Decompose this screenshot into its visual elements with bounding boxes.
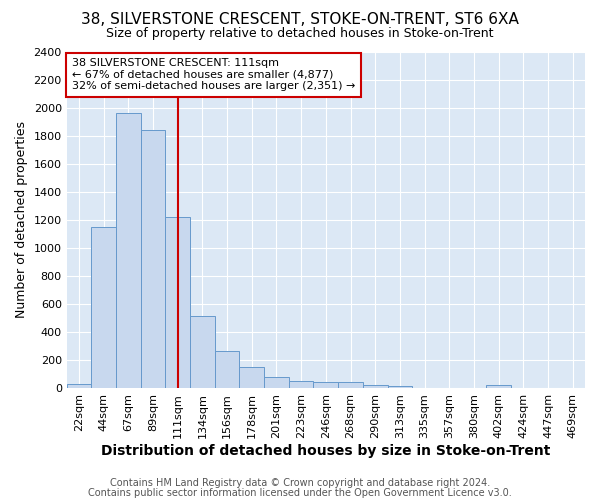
Bar	[363, 386, 388, 388]
Bar	[239, 367, 264, 388]
Bar	[264, 376, 289, 388]
Text: 38 SILVERSTONE CRESCENT: 111sqm
← 67% of detached houses are smaller (4,877)
32%: 38 SILVERSTONE CRESCENT: 111sqm ← 67% of…	[72, 58, 355, 92]
Text: Contains public sector information licensed under the Open Government Licence v3: Contains public sector information licen…	[88, 488, 512, 498]
X-axis label: Distribution of detached houses by size in Stoke-on-Trent: Distribution of detached houses by size …	[101, 444, 551, 458]
Bar	[91, 226, 116, 388]
Bar	[338, 382, 363, 388]
Bar	[190, 316, 215, 388]
Text: Size of property relative to detached houses in Stoke-on-Trent: Size of property relative to detached ho…	[106, 28, 494, 40]
Bar	[313, 382, 338, 388]
Bar	[67, 384, 91, 388]
Bar	[388, 386, 412, 388]
Bar	[141, 130, 166, 388]
Bar	[215, 351, 239, 388]
Y-axis label: Number of detached properties: Number of detached properties	[15, 121, 28, 318]
Bar	[486, 386, 511, 388]
Bar	[166, 217, 190, 388]
Bar	[116, 113, 141, 388]
Bar	[289, 381, 313, 388]
Text: Contains HM Land Registry data © Crown copyright and database right 2024.: Contains HM Land Registry data © Crown c…	[110, 478, 490, 488]
Text: 38, SILVERSTONE CRESCENT, STOKE-ON-TRENT, ST6 6XA: 38, SILVERSTONE CRESCENT, STOKE-ON-TRENT…	[81, 12, 519, 28]
